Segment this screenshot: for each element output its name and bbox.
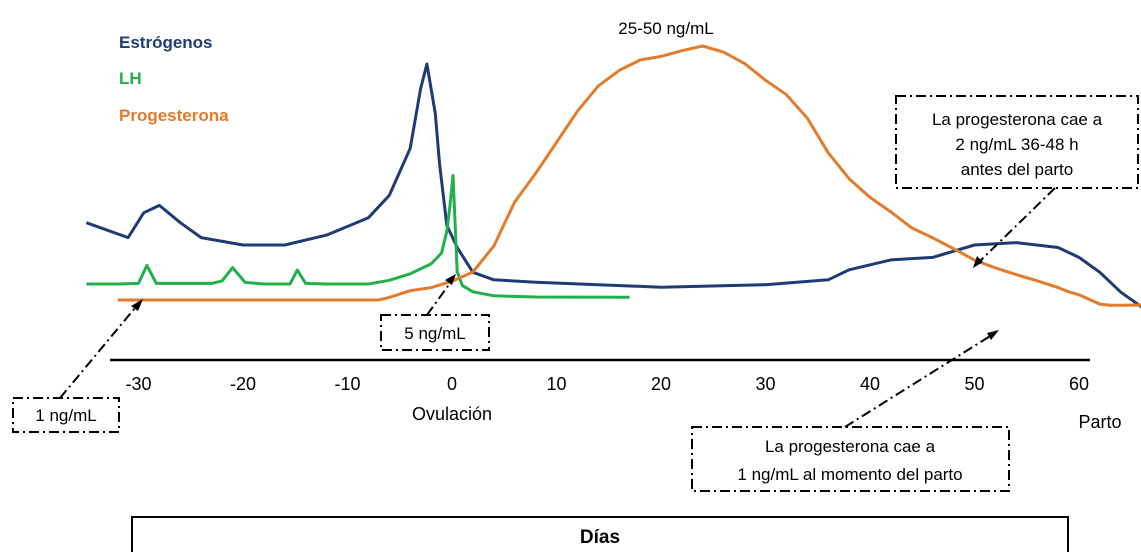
callout-baseline-arrowhead bbox=[131, 299, 143, 311]
x-tick-label: -30 bbox=[125, 374, 151, 394]
callout-before-birth-arrowhead bbox=[973, 256, 983, 268]
legend-lh: LH bbox=[119, 69, 142, 88]
callout-before-birth-line-1: La progesterona cae a bbox=[932, 110, 1103, 129]
x-tick-label: -20 bbox=[230, 374, 256, 394]
x-axis-title: Días bbox=[580, 527, 620, 548]
callout-before-birth-arrow bbox=[977, 187, 1056, 264]
series-line-progesterona bbox=[117, 44, 1141, 307]
callout-ovulation-arrow bbox=[426, 278, 454, 316]
callout-ovulation-arrowhead bbox=[445, 274, 456, 285]
legend-progesterona: Progesterona bbox=[119, 106, 229, 125]
callout-at-birth-arrow bbox=[844, 332, 996, 428]
x-tick-label: 50 bbox=[964, 374, 984, 394]
x-tick-label: 40 bbox=[860, 374, 880, 394]
ovulation-label: Ovulación bbox=[412, 404, 492, 424]
callout-at-birth-box bbox=[691, 426, 1010, 492]
x-tick-label: 60 bbox=[1069, 374, 1089, 394]
callout-ovulation-text: 5 ng/mL bbox=[404, 324, 465, 343]
x-tick-label: -10 bbox=[334, 374, 360, 394]
callout-before-birth: La progesterona cae a 2 ng/mL 36-48 h an… bbox=[895, 95, 1139, 268]
callout-baseline: 1 ng/mL bbox=[12, 299, 143, 433]
callout-baseline-box bbox=[12, 397, 120, 433]
x-tick-labels: -30 -20 -10 0 10 20 30 40 50 60 bbox=[125, 374, 1089, 394]
callout-at-birth-line-2: 1 ng/mL al momento del parto bbox=[737, 465, 962, 484]
x-axis-title-box bbox=[131, 516, 1069, 557]
birth-label: Parto bbox=[1078, 412, 1121, 432]
callout-at-birth-line-1: La progesterona cae a bbox=[765, 437, 936, 456]
x-tick-label: 20 bbox=[651, 374, 671, 394]
callout-before-birth-line-2: 2 ng/mL 36-48 h bbox=[955, 135, 1078, 154]
legend-estrogenos: Estrógenos bbox=[119, 33, 213, 52]
x-tick-label: 10 bbox=[546, 374, 566, 394]
x-tick-label: 30 bbox=[755, 374, 775, 394]
callout-baseline-text: 1 ng/mL bbox=[35, 406, 96, 425]
series-line-lh bbox=[86, 174, 630, 299]
callout-before-birth-line-3: antes del parto bbox=[961, 160, 1073, 179]
legend: Estrógenos LH Progesterona bbox=[119, 33, 229, 125]
callout-baseline-arrow bbox=[59, 301, 141, 399]
callout-ovulation: 5 ng/mL bbox=[380, 274, 490, 351]
callout-at-birth-arrowhead bbox=[987, 330, 999, 340]
callout-at-birth: La progesterona cae a 1 ng/mL al momento… bbox=[691, 330, 1010, 492]
callout-ovulation-box bbox=[380, 314, 490, 351]
x-tick-label: 0 bbox=[447, 374, 457, 394]
peak-label: 25-50 ng/mL bbox=[618, 19, 713, 38]
callout-before-birth-box bbox=[895, 95, 1139, 189]
